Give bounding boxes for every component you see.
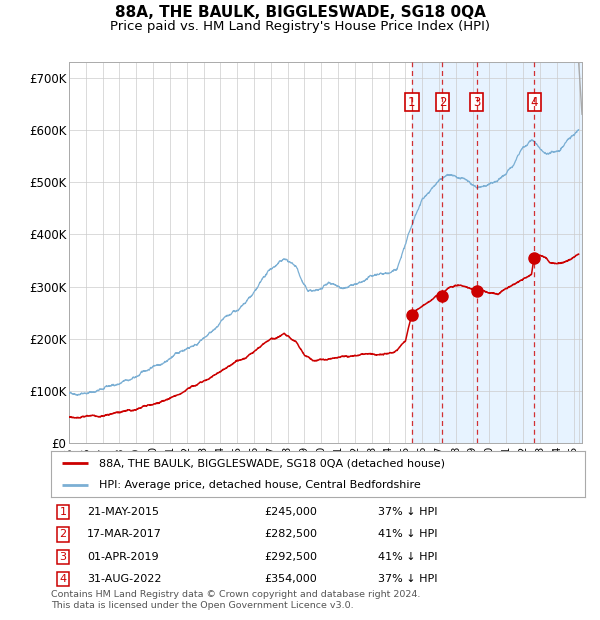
Text: £282,500: £282,500	[264, 529, 317, 539]
Text: £245,000: £245,000	[264, 507, 317, 517]
Bar	[412, 62, 582, 443]
Text: Price paid vs. HM Land Registry's House Price Index (HPI): Price paid vs. HM Land Registry's House …	[110, 20, 490, 33]
Text: £292,500: £292,500	[264, 552, 317, 562]
Text: 3: 3	[59, 552, 67, 562]
Text: Contains HM Land Registry data © Crown copyright and database right 2024.
This d: Contains HM Land Registry data © Crown c…	[51, 590, 421, 609]
Text: 01-APR-2019: 01-APR-2019	[87, 552, 158, 562]
Text: 41% ↓ HPI: 41% ↓ HPI	[378, 529, 437, 539]
Text: 1: 1	[59, 507, 67, 517]
Text: 4: 4	[59, 574, 67, 584]
Text: 1: 1	[408, 95, 416, 108]
Text: 88A, THE BAULK, BIGGLESWADE, SG18 0QA: 88A, THE BAULK, BIGGLESWADE, SG18 0QA	[115, 5, 485, 20]
Text: 88A, THE BAULK, BIGGLESWADE, SG18 0QA (detached house): 88A, THE BAULK, BIGGLESWADE, SG18 0QA (d…	[99, 458, 445, 468]
Text: 17-MAR-2017: 17-MAR-2017	[87, 529, 162, 539]
Text: 2: 2	[439, 95, 446, 108]
Text: 41% ↓ HPI: 41% ↓ HPI	[378, 552, 437, 562]
Text: 2: 2	[59, 529, 67, 539]
Text: 37% ↓ HPI: 37% ↓ HPI	[378, 507, 437, 517]
Text: 21-MAY-2015: 21-MAY-2015	[87, 507, 159, 517]
Text: £354,000: £354,000	[264, 574, 317, 584]
Text: 37% ↓ HPI: 37% ↓ HPI	[378, 574, 437, 584]
Text: 3: 3	[473, 95, 481, 108]
Text: HPI: Average price, detached house, Central Bedfordshire: HPI: Average price, detached house, Cent…	[99, 480, 421, 490]
Text: 31-AUG-2022: 31-AUG-2022	[87, 574, 161, 584]
Text: 4: 4	[530, 95, 538, 108]
